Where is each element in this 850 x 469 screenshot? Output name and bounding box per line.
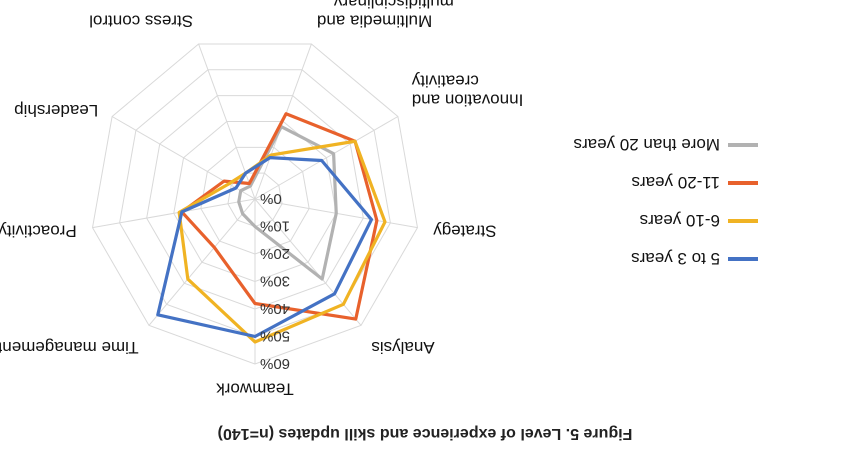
axis-label: Leadership — [14, 101, 98, 120]
figure-caption: Figure 5. Level of experience and skill … — [218, 425, 633, 442]
grid-ring — [200, 146, 310, 255]
series-line-11-20-years — [180, 112, 379, 321]
legend-label: 5 to 3 years — [631, 249, 720, 268]
axis-label: Teamwork — [216, 380, 294, 399]
radar-grid — [91, 43, 419, 365]
axis-labels: Teamwork Time management Proactivity Leader… — [0, 0, 523, 399]
grid-ring — [173, 120, 337, 283]
tick-label: 60% — [260, 355, 290, 372]
axis-label: Proactivity — [0, 221, 77, 240]
axis-label: Multimedia and — [317, 12, 432, 31]
grid-spoke — [254, 116, 399, 200]
grid-ring — [146, 95, 364, 310]
axis-label: creativity — [411, 71, 479, 90]
grid-spoke — [92, 198, 256, 229]
axis-label: Stress control — [89, 12, 193, 31]
tick-label: 0% — [260, 190, 282, 207]
tick-labels: 0% 10% 20% 30% 40% 50% 60% — [260, 190, 290, 372]
legend-label: 11-20 years — [631, 173, 720, 192]
tick-label: 20% — [260, 245, 290, 262]
axis-label: Strategy — [433, 221, 497, 240]
tick-label: 40% — [260, 300, 290, 317]
radar-series — [156, 112, 387, 344]
axis-label: Analysis — [371, 338, 434, 357]
tick-label: 50% — [260, 328, 290, 345]
series-line-more-than-20-years — [237, 125, 338, 281]
grid-spoke — [148, 198, 256, 326]
axis-label: Time management — [0, 338, 139, 357]
series-line-5-to-3-years — [156, 156, 374, 339]
tick-label: 30% — [260, 273, 290, 290]
grid-spoke — [111, 116, 256, 200]
axis-label: Innovation and — [412, 90, 524, 109]
axis-label: multidisciplinary… — [317, 0, 454, 12]
legend-label: More than 20 years — [574, 135, 720, 154]
legend: 5 to 3 years 6-10 years 11-20 years More th… — [574, 135, 758, 268]
legend-label: 6-10 years — [640, 211, 720, 230]
grid-ring — [91, 43, 419, 365]
tick-label: 10% — [260, 218, 290, 235]
